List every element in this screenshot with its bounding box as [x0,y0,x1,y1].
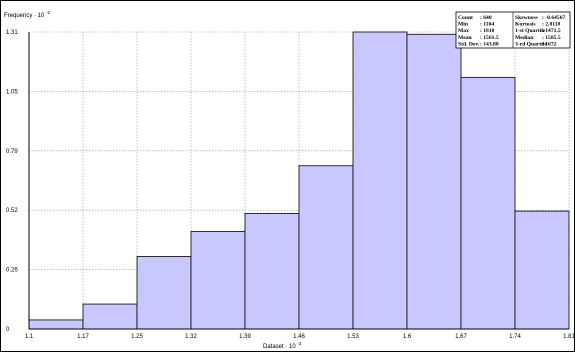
stat-right-value: : 2.8118 [542,22,561,28]
x-tick-label: 1.46 [293,334,305,340]
y-tick-label: 0.26 [6,268,18,274]
y-tick-label: 0.52 [6,208,18,214]
ticks-layer: 1.1 1.17 1.25 1.32 1.39 1.46 1.53 1.6 1.67 1.74 1.… [6,30,574,340]
histogram-bar [28,319,84,330]
histogram-bar [514,210,570,330]
x-tick-label: 1.32 [185,334,197,340]
x-tick-label: 1.6 [403,334,412,340]
stat-right-value: : 1585.5 [542,35,561,41]
stat-left-value: : 640 [480,15,492,21]
stat-right-label: 1-st Quartile [515,28,546,34]
y-axis-label: Frequency · 10 -2 [4,10,51,19]
stat-left-value: : 1104 [480,22,494,28]
y-axis-label-exponent: -2 [46,10,50,15]
stat-right-label: 3-rd Quartile [515,41,547,47]
stat-right-label: Kurtosis [515,22,536,28]
histogram-bar [298,165,354,330]
x-axis-label: Dataset · 10 -3 [263,341,302,350]
x-tick-label: 1.1 [25,334,34,340]
x-tick-label: 1.25 [131,334,143,340]
stat-right-value: : -0.64567 [542,15,566,21]
stat-left-value: : 143.88 [480,41,499,47]
histogram-bar [352,31,408,330]
histogram-bar [136,256,192,330]
stat-right-label: Median [515,35,534,41]
bars-layer [28,31,570,330]
stat-right-label: Skewness [515,15,539,21]
statistics-left-column: Count : 640 Min : 1104 Max : 1810 Mean : 1561.5… [458,15,499,47]
x-tick-label: 1.17 [77,334,89,340]
x-axis-label-exponent: -3 [297,341,301,346]
x-tick-label: 1.53 [347,334,359,340]
stat-left-label: Mean [458,35,473,41]
x-tick-label: 1.39 [239,334,251,340]
histogram-bar [406,33,462,330]
stat-left-label: Std. Dev. [458,41,480,47]
statistics-box: Count : 640 Min : 1104 Max : 1810 Mean : 1561.5… [455,11,571,49]
y-tick-label: 0.79 [6,149,18,155]
stat-right-value: : 1471.5 [542,28,561,34]
y-tick-label: 1.05 [6,89,18,95]
y-tick-label: 1.31 [6,30,18,36]
stat-right-value: : 1672 [542,41,557,47]
histogram-bar [190,231,246,330]
x-tick-label: 1.74 [509,334,521,340]
stat-left-value: : 1810 [480,28,495,34]
axes-layer [28,32,569,330]
stat-left-label: Max [458,28,469,34]
stat-left-value: : 1561.5 [480,35,499,41]
stat-left-label: Min [458,22,469,28]
histogram-bar [82,303,138,330]
histogram-bar [460,76,516,330]
x-tick-label: 1.67 [455,334,467,340]
x-tick-label: 1.81 [563,334,574,340]
histogram-bar [244,212,300,330]
y-tick-label: 0 [6,327,10,333]
stat-left-label: Count [458,15,473,21]
